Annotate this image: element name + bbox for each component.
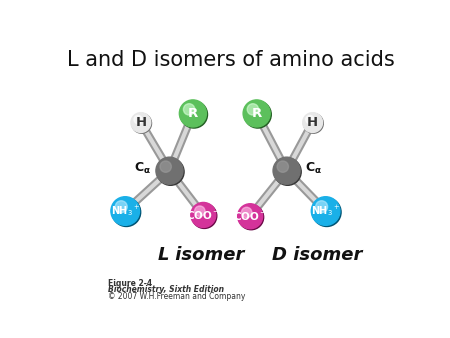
Circle shape	[315, 201, 328, 213]
Text: Figure 2-4: Figure 2-4	[108, 279, 153, 288]
Circle shape	[115, 201, 127, 213]
Circle shape	[180, 100, 207, 127]
Circle shape	[303, 113, 323, 132]
Circle shape	[131, 113, 151, 132]
Text: COO$^-$: COO$^-$	[233, 210, 267, 222]
Text: H: H	[307, 116, 318, 129]
Text: $\mathbf{C}_\mathbf{\alpha}$: $\mathbf{C}_\mathbf{\alpha}$	[134, 161, 151, 176]
Circle shape	[241, 207, 252, 218]
Text: © 2007 W.H.Freeman and Company: © 2007 W.H.Freeman and Company	[108, 292, 246, 301]
Circle shape	[243, 100, 270, 127]
Text: isomer: isomer	[170, 246, 245, 264]
Circle shape	[134, 115, 142, 124]
Text: R: R	[252, 107, 262, 120]
Circle shape	[303, 114, 323, 133]
Text: NH$_3$$^+$: NH$_3$$^+$	[311, 203, 340, 218]
Circle shape	[247, 104, 259, 115]
Circle shape	[180, 101, 207, 128]
Circle shape	[112, 198, 141, 226]
Circle shape	[273, 157, 300, 184]
Text: L: L	[158, 246, 170, 264]
Circle shape	[238, 205, 264, 230]
Text: L and D isomers of amino acids: L and D isomers of amino acids	[67, 50, 395, 70]
Circle shape	[277, 161, 288, 172]
Circle shape	[238, 204, 263, 229]
Circle shape	[132, 114, 152, 133]
Text: NH$_3$$^+$: NH$_3$$^+$	[111, 203, 140, 218]
Circle shape	[157, 158, 184, 185]
Text: Biochemistry, Sixth Edition: Biochemistry, Sixth Edition	[108, 285, 224, 294]
Circle shape	[244, 101, 271, 128]
Circle shape	[111, 197, 140, 225]
Circle shape	[160, 161, 171, 172]
Text: R: R	[188, 107, 198, 120]
Circle shape	[306, 115, 314, 124]
Circle shape	[274, 158, 301, 185]
Text: H: H	[135, 116, 146, 129]
Text: COO$^-$: COO$^-$	[186, 209, 220, 221]
Circle shape	[191, 202, 216, 227]
Circle shape	[312, 198, 341, 226]
Circle shape	[311, 197, 340, 225]
Text: D: D	[272, 246, 287, 264]
Text: $\mathbf{C}_\mathbf{\alpha}$: $\mathbf{C}_\mathbf{\alpha}$	[305, 161, 322, 176]
Circle shape	[184, 104, 195, 115]
Circle shape	[156, 157, 183, 184]
Text: isomer: isomer	[287, 246, 362, 264]
Circle shape	[192, 203, 217, 228]
Circle shape	[194, 206, 205, 216]
